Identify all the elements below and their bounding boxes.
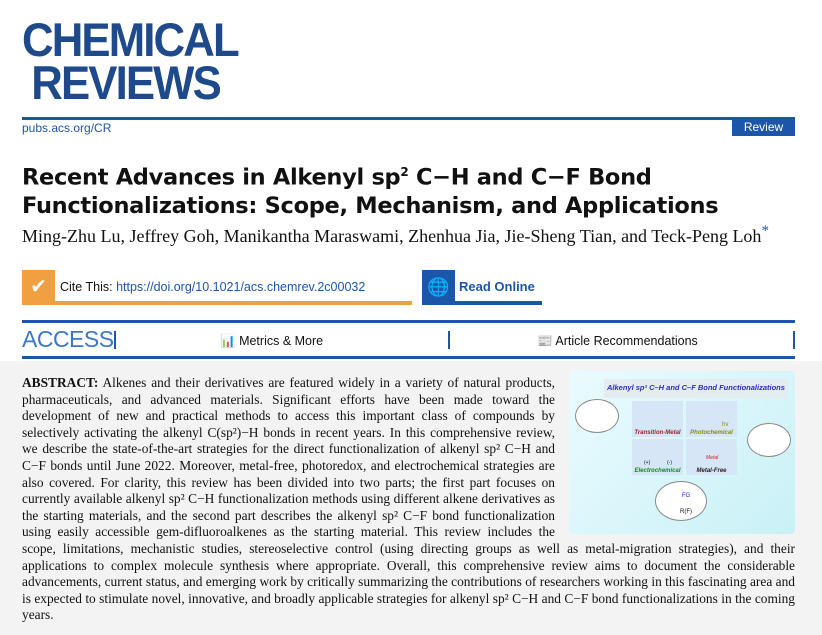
toc-title: Alkenyl sp² C–H and C–F Bond Functionali…: [604, 379, 788, 398]
electro-label: Electrochemical: [634, 468, 681, 474]
metrics-button[interactable]: 📊 Metrics & More: [220, 334, 323, 349]
article-title: Recent Advances in Alkenyl sp2 C−H and C…: [22, 158, 822, 220]
header-rule: [22, 117, 795, 120]
electro-cell: Electrochemical: [632, 439, 683, 475]
difluoroalkene-structure: [747, 423, 791, 457]
metalfree-label: Metal-Free: [696, 468, 727, 474]
tm-cell: Transition-Metal Catalysis: [632, 401, 683, 453]
title-text-2: C−H and C−F Bond Functionalizations: Sco…: [22, 164, 719, 219]
product-structure: FG R(F): [655, 481, 707, 521]
corresponding-mark: *: [761, 223, 769, 239]
divider: [448, 331, 450, 349]
bar-chart-icon: 📊: [220, 334, 236, 348]
doi-link[interactable]: https://doi.org/10.1021/acs.chemrev.2c00…: [116, 280, 366, 294]
logo-line2: REVIEWS: [31, 56, 221, 109]
globe-icon: 🌐: [422, 270, 455, 305]
author-list: Ming-Zhu Lu, Jeffrey Goh, Manikantha Mar…: [22, 223, 769, 247]
abstract-text: Alkenes and their derivatives are featur…: [22, 375, 795, 623]
journal-logo: CHEMICAL REVIEWS: [22, 13, 240, 109]
access-bar: ACCESS 📊 Metrics & More 📰 Article Recomm…: [22, 320, 795, 359]
checkmark-icon: ✔: [22, 270, 55, 305]
photo-cell: Photochemical: [686, 401, 737, 437]
rf-label: R(F): [680, 509, 692, 515]
photo-label: Photochemical: [690, 430, 733, 436]
metrics-label[interactable]: Metrics & More: [239, 334, 324, 348]
hv-label: hν: [722, 422, 729, 428]
metal-label: Metal: [706, 455, 719, 461]
journal-site-link[interactable]: pubs.acs.org/CR: [22, 121, 112, 135]
minus-label: (-): [667, 460, 672, 466]
cite-this: ✔ Cite This: https://doi.org/10.1021/acs…: [22, 270, 412, 305]
read-online-label[interactable]: Read Online: [459, 279, 535, 294]
abstract-label: ABSTRACT:: [22, 375, 99, 390]
plus-label: (+): [644, 460, 651, 466]
title-sup: 2: [400, 165, 409, 179]
alkene-ch-structure: [575, 399, 619, 433]
newspaper-icon: 📰: [537, 334, 553, 348]
divider: [114, 331, 116, 349]
title-text: Recent Advances in Alkenyl sp: [22, 164, 401, 191]
article-type-badge: Review: [732, 118, 795, 136]
recommendations-button[interactable]: 📰 Article Recommendations: [537, 334, 698, 349]
fg-label: FG: [682, 493, 691, 499]
logo-line1: CHEMICAL: [22, 13, 240, 66]
read-online-button[interactable]: 🌐 Read Online: [422, 270, 542, 305]
cite-label: Cite This:: [60, 280, 113, 294]
abstract-section: Alkenyl sp² C–H and C–F Bond Functionali…: [0, 361, 822, 635]
recommendations-label[interactable]: Article Recommendations: [555, 334, 698, 348]
divider: [793, 331, 795, 349]
authors-text[interactable]: Ming-Zhu Lu, Jeffrey Goh, Manikantha Mar…: [22, 226, 762, 246]
access-label: ACCESS: [22, 326, 114, 352]
toc-graphic: Alkenyl sp² C–H and C–F Bond Functionali…: [569, 371, 795, 534]
metalfree-cell: Metal-Free: [686, 439, 737, 475]
